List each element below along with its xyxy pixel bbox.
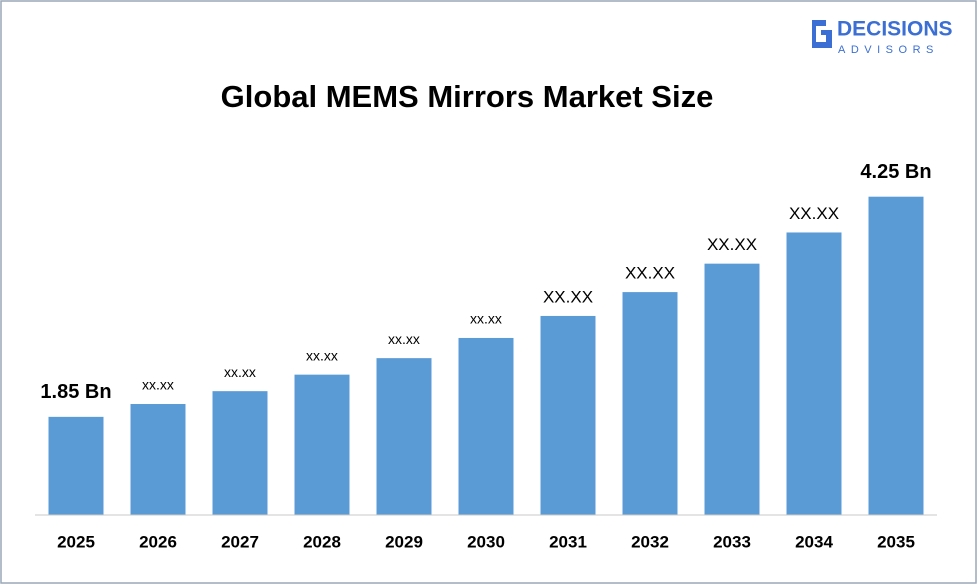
x-tick-label: 2033 [713,532,751,551]
data-label: xx.xx [224,364,256,380]
x-tick-label: 2034 [795,532,833,551]
data-label: xx.xx [470,311,502,327]
data-label: XX.XX [625,264,675,283]
bar [130,404,186,515]
bar [48,416,104,515]
data-label: xx.xx [388,331,420,347]
x-tick-label: 2026 [139,532,177,551]
data-label: XX.XX [789,204,839,223]
logo-name: DECISIONS [837,18,953,41]
x-tick-label: 2031 [549,532,587,551]
data-label: 1.85 Bn [40,381,111,403]
x-tick-label: 2028 [303,532,341,551]
bar [786,232,842,515]
x-tick-label: 2027 [221,532,259,551]
bar [376,358,432,515]
data-label: 4.25 Bn [860,161,931,183]
bar [212,391,268,515]
data-label: XX.XX [707,235,757,254]
bar [540,315,596,515]
data-label: xx.xx [142,377,174,393]
chart-title: Global MEMS Mirrors Market Size [221,79,714,114]
logo-tagline: ADVISORS [838,44,939,56]
x-tick-label: 2025 [57,532,95,551]
bar [294,374,350,515]
x-tick-label: 2032 [631,532,669,551]
logo-icon [812,20,832,48]
bar [704,263,760,515]
bar [622,292,678,515]
bar [868,196,924,515]
x-tick-label: 2029 [385,532,423,551]
x-tick-label: 2035 [877,532,915,551]
bar [458,337,514,515]
x-tick-label: 2030 [467,532,505,551]
data-label: XX.XX [543,287,593,306]
logo: DECISIONS ADVISORS [812,18,953,56]
data-label: xx.xx [306,347,338,363]
